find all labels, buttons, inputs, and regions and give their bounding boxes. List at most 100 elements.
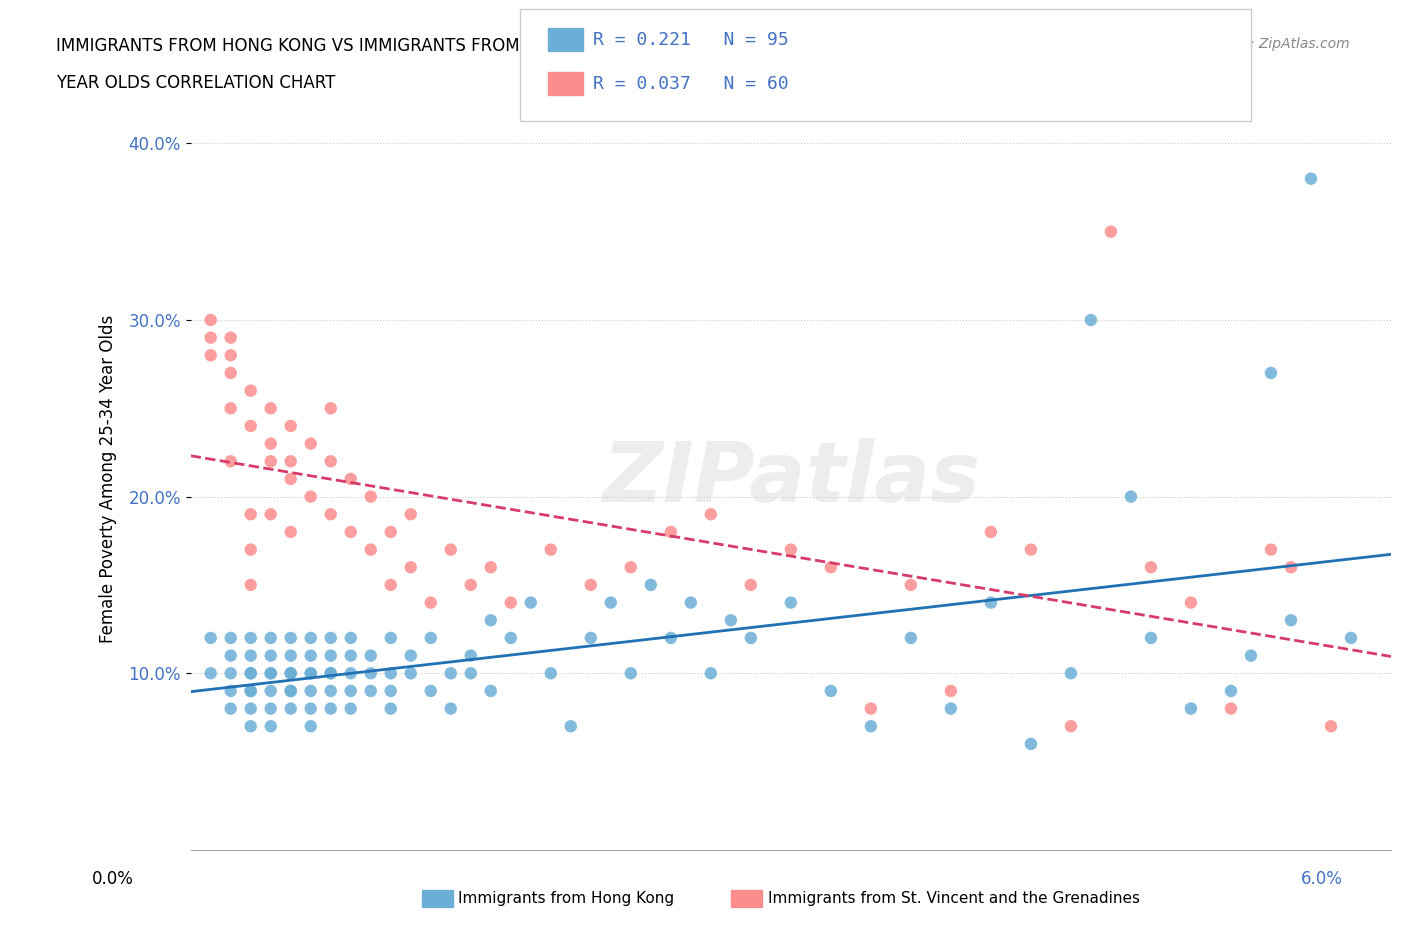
Point — [239, 666, 262, 681]
Point — [299, 719, 322, 734]
Point — [1060, 719, 1083, 734]
Point — [1019, 542, 1042, 557]
Point — [219, 365, 242, 380]
Point — [1140, 631, 1163, 645]
Point — [1340, 631, 1362, 645]
Point — [1099, 224, 1122, 239]
Point — [280, 684, 302, 698]
Point — [339, 666, 361, 681]
Point — [980, 595, 1002, 610]
Point — [380, 666, 402, 681]
Point — [360, 542, 382, 557]
Point — [219, 666, 242, 681]
Point — [1140, 560, 1163, 575]
Point — [239, 666, 262, 681]
Point — [339, 472, 361, 486]
Point — [239, 542, 262, 557]
Point — [239, 719, 262, 734]
Point — [339, 631, 361, 645]
Point — [939, 684, 962, 698]
Point — [399, 507, 422, 522]
Point — [319, 701, 342, 716]
Point — [299, 648, 322, 663]
Point — [1320, 719, 1343, 734]
Point — [479, 560, 502, 575]
Point — [399, 648, 422, 663]
Point — [239, 507, 262, 522]
Point — [299, 631, 322, 645]
Point — [1260, 542, 1282, 557]
Point — [900, 631, 922, 645]
Point — [319, 401, 342, 416]
Point — [200, 330, 222, 345]
Point — [440, 542, 463, 557]
Point — [239, 383, 262, 398]
Point — [440, 701, 463, 716]
Point — [319, 684, 342, 698]
Text: IMMIGRANTS FROM HONG KONG VS IMMIGRANTS FROM ST. VINCENT AND THE GRENADINES FEMA: IMMIGRANTS FROM HONG KONG VS IMMIGRANTS … — [56, 37, 1097, 55]
Point — [280, 701, 302, 716]
Point — [239, 684, 262, 698]
Text: R = 0.037   N = 60: R = 0.037 N = 60 — [593, 74, 789, 93]
Point — [740, 578, 762, 592]
Point — [560, 719, 582, 734]
Point — [360, 648, 382, 663]
Text: Source: ZipAtlas.com: Source: ZipAtlas.com — [1202, 37, 1350, 51]
Point — [219, 348, 242, 363]
Text: 0.0%: 0.0% — [91, 870, 134, 888]
Point — [219, 648, 242, 663]
Point — [460, 666, 482, 681]
Point — [659, 525, 682, 539]
Point — [299, 701, 322, 716]
Point — [440, 666, 463, 681]
Point — [280, 684, 302, 698]
Point — [499, 595, 522, 610]
Point — [319, 631, 342, 645]
Point — [339, 648, 361, 663]
Point — [239, 578, 262, 592]
Point — [479, 613, 502, 628]
Point — [820, 684, 842, 698]
Point — [200, 631, 222, 645]
Text: 6.0%: 6.0% — [1301, 870, 1343, 888]
Point — [280, 454, 302, 469]
Point — [460, 578, 482, 592]
Point — [1260, 365, 1282, 380]
Point — [260, 719, 283, 734]
Point — [219, 401, 242, 416]
Point — [339, 525, 361, 539]
Point — [260, 666, 283, 681]
Point — [200, 312, 222, 327]
Point — [1180, 595, 1202, 610]
Text: YEAR OLDS CORRELATION CHART: YEAR OLDS CORRELATION CHART — [56, 74, 336, 92]
Point — [360, 684, 382, 698]
Point — [859, 701, 882, 716]
Point — [380, 578, 402, 592]
Point — [280, 631, 302, 645]
Point — [520, 595, 543, 610]
Point — [1080, 312, 1102, 327]
Point — [779, 542, 801, 557]
Point — [1299, 171, 1322, 186]
Point — [219, 701, 242, 716]
Point — [540, 666, 562, 681]
Point — [299, 489, 322, 504]
Point — [299, 436, 322, 451]
Point — [659, 631, 682, 645]
Point — [1060, 666, 1083, 681]
Point — [319, 648, 342, 663]
Point — [599, 595, 621, 610]
Point — [200, 348, 222, 363]
Point — [200, 666, 222, 681]
Point — [380, 631, 402, 645]
Point — [239, 648, 262, 663]
Point — [399, 560, 422, 575]
Point — [620, 560, 643, 575]
Point — [260, 666, 283, 681]
Point — [740, 631, 762, 645]
Point — [419, 631, 441, 645]
Point — [620, 666, 643, 681]
Point — [260, 507, 283, 522]
Point — [460, 648, 482, 663]
Point — [260, 648, 283, 663]
